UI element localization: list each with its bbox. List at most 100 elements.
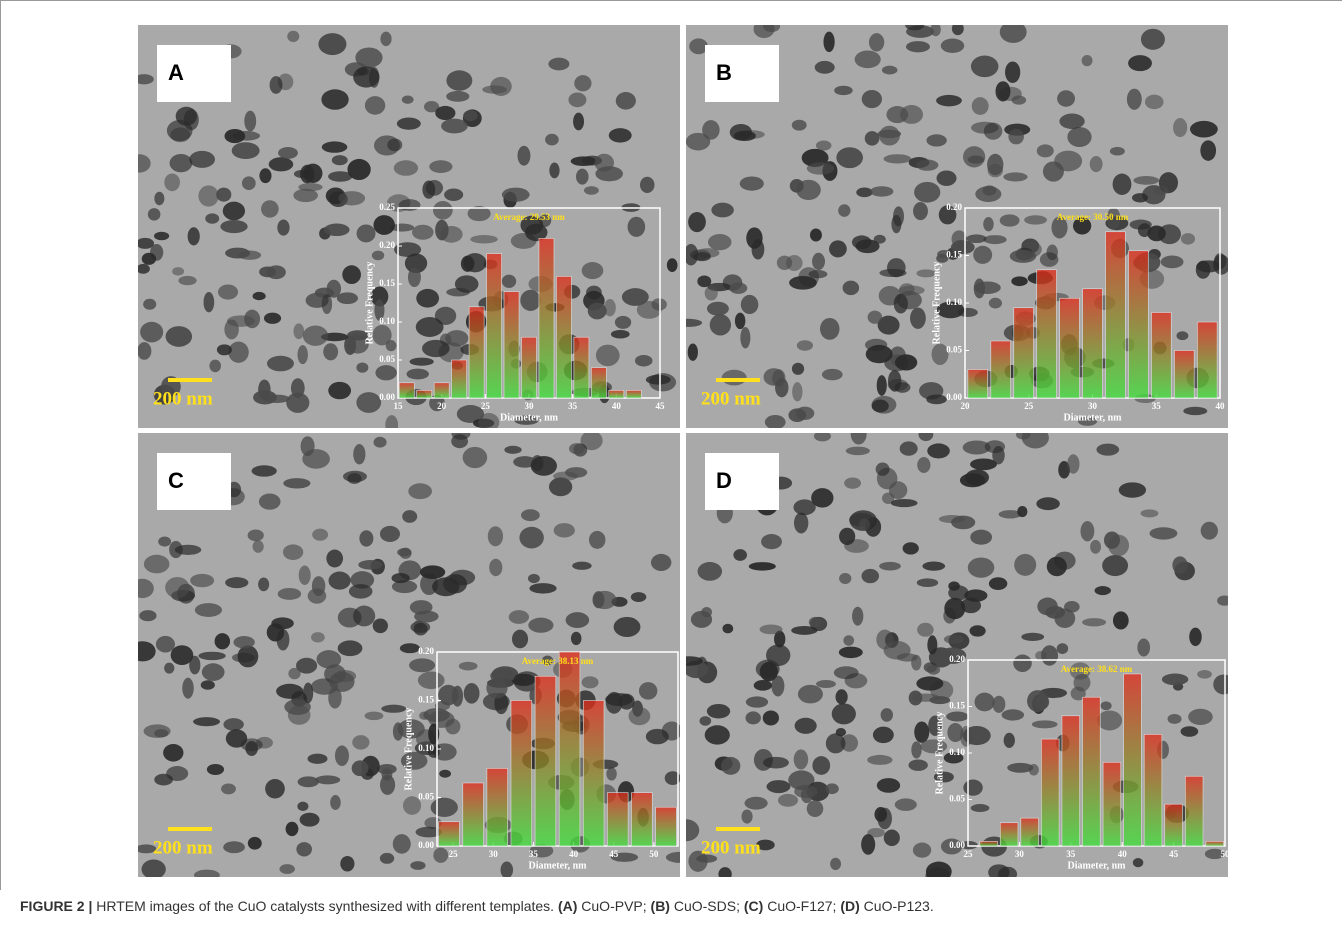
particle [1183, 407, 1207, 415]
y-axis-label: Relative Frequency [931, 262, 942, 345]
particle [913, 842, 931, 857]
particle [221, 783, 236, 794]
particle [297, 802, 308, 811]
particle [502, 188, 530, 202]
particle [271, 617, 294, 629]
particle [261, 200, 279, 217]
particle [810, 228, 822, 241]
particle [1172, 556, 1187, 574]
particle [1010, 250, 1037, 263]
particle [228, 342, 248, 363]
caption-item: CuO-PVP; [581, 898, 646, 914]
particle [519, 527, 543, 549]
particle [778, 794, 798, 807]
particle [338, 608, 362, 628]
particle [414, 623, 428, 636]
particle [1002, 709, 1024, 720]
particle [321, 89, 348, 109]
bar [1060, 298, 1080, 398]
particle [528, 574, 540, 583]
bar [463, 783, 484, 846]
particle [303, 325, 328, 345]
particle [984, 123, 1003, 140]
particle [291, 378, 305, 398]
particle [163, 744, 183, 762]
particle [312, 529, 328, 541]
caption-tag: (D) [840, 898, 859, 914]
bar [1174, 351, 1194, 399]
particle [1168, 714, 1182, 724]
particle [733, 549, 747, 561]
particle [164, 173, 180, 191]
particle [611, 330, 630, 339]
particle [420, 573, 438, 595]
particle [297, 345, 307, 364]
particle [983, 235, 1006, 244]
particle [765, 415, 786, 429]
particle [1082, 618, 1106, 626]
bar [556, 276, 571, 398]
particle [1200, 140, 1216, 161]
bar [487, 254, 502, 398]
particle [946, 712, 968, 722]
particle [574, 75, 591, 91]
panel-label: B [716, 60, 732, 85]
particle [207, 764, 224, 775]
particle [616, 92, 636, 110]
particle [482, 85, 507, 93]
particle [746, 227, 762, 248]
particle [812, 756, 830, 775]
particle [754, 20, 775, 38]
particle [412, 225, 434, 240]
particle [838, 204, 850, 217]
particle [829, 240, 847, 257]
particle [764, 368, 784, 385]
particle [882, 66, 898, 75]
particle [358, 560, 382, 570]
particle [749, 562, 776, 571]
particle [887, 258, 906, 277]
particle [966, 234, 986, 243]
particle [936, 170, 956, 185]
particle [1113, 611, 1129, 629]
particle [807, 800, 824, 817]
particle [830, 858, 841, 870]
particle [439, 770, 451, 778]
particle [996, 81, 1011, 101]
particle [906, 41, 930, 52]
bar [591, 368, 606, 398]
particle [375, 365, 396, 380]
particle [169, 541, 183, 558]
bar [1103, 762, 1121, 846]
particle [335, 745, 349, 766]
particle [166, 326, 192, 347]
particle [619, 694, 635, 710]
particle [1032, 720, 1058, 728]
particle [941, 39, 964, 53]
particle [416, 289, 439, 308]
particle [629, 707, 651, 725]
particle [971, 804, 990, 812]
particle [754, 680, 772, 691]
particle [944, 635, 964, 644]
particle [1113, 174, 1132, 195]
particle [763, 710, 779, 725]
particle [832, 703, 856, 724]
particle [287, 31, 299, 42]
particle [688, 212, 706, 232]
scale-bar [716, 378, 760, 382]
particle [296, 842, 312, 856]
page: { "chart_data": [ {"type": "bar", "panel… [0, 0, 1342, 938]
particle [1037, 598, 1058, 616]
particle [1173, 118, 1187, 137]
particle [777, 256, 792, 270]
particle [1000, 21, 1027, 43]
bar [1037, 270, 1057, 398]
particle [963, 780, 982, 796]
particle [826, 733, 846, 753]
y-tick-label: 0.20 [946, 202, 962, 212]
particle [916, 160, 938, 171]
particle [374, 437, 387, 448]
particle [1217, 595, 1232, 605]
particle [198, 652, 225, 660]
